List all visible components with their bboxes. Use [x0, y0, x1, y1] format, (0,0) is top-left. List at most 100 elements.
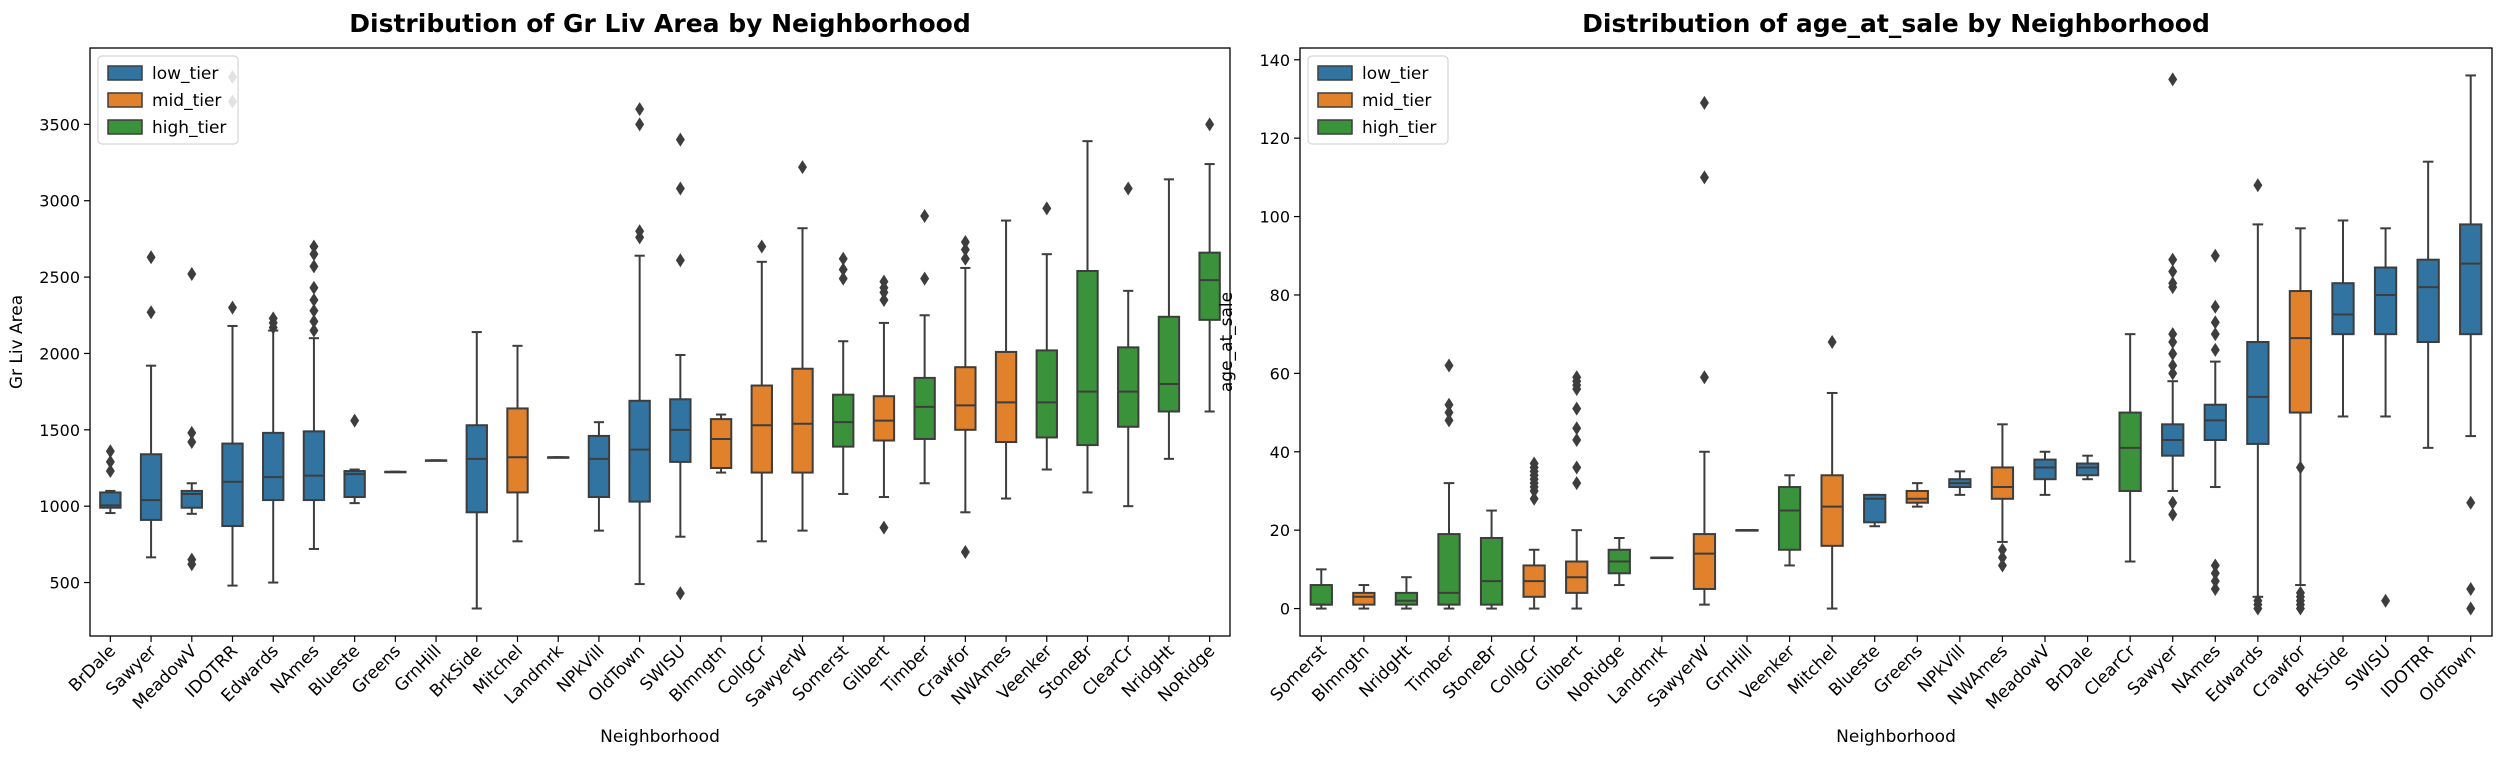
box-mitchel	[506, 344, 529, 543]
y-tick-label: 60	[1270, 364, 1290, 383]
legend-label-mid-tier: mid_tier	[152, 91, 221, 111]
box-body	[2246, 341, 2270, 445]
legend-swatch-mid-tier	[1317, 92, 1353, 108]
outlier-point	[1572, 460, 1582, 475]
outlier-point	[2295, 585, 2305, 600]
outlier-point	[960, 242, 970, 257]
outlier-point	[2210, 581, 2220, 596]
outlier-point	[960, 251, 970, 266]
box-body	[343, 470, 366, 499]
y-tick-label: 40	[1270, 443, 1290, 462]
box-body	[1198, 251, 1221, 321]
box-npkvill	[1948, 470, 1972, 496]
outlier-point	[309, 303, 319, 318]
legend-swatch-low-tier	[107, 65, 143, 81]
outlier-point	[1444, 397, 1454, 412]
box-body	[1692, 533, 1717, 590]
outlier-point	[879, 520, 889, 535]
outlier-point	[2210, 566, 2220, 581]
y-tick-label: 1000	[39, 497, 80, 516]
box-body	[221, 442, 244, 528]
outlier-point	[2381, 593, 2391, 608]
box-body	[262, 431, 285, 502]
box-noridge	[1607, 537, 1631, 587]
box-body	[302, 430, 326, 502]
box-gilbert	[1565, 370, 1589, 610]
outlier-point	[838, 251, 848, 266]
box-body	[1076, 269, 1099, 447]
box-sawyerw	[1692, 95, 1717, 606]
outlier-point	[309, 293, 319, 307]
box-somerst	[832, 251, 855, 495]
outlier-point	[635, 224, 645, 239]
box-body	[2203, 403, 2227, 441]
outlier-point	[187, 267, 197, 282]
y-tick-label: 140	[1259, 51, 1290, 70]
box-brdale	[99, 444, 122, 515]
box-body	[1479, 537, 1504, 606]
outlier-point	[2168, 366, 2178, 381]
outlier-point	[309, 314, 319, 329]
box-swisu	[2373, 227, 2398, 608]
outlier-point	[2210, 315, 2220, 330]
box-grnhill	[424, 459, 448, 462]
y-tick-label: 80	[1270, 286, 1290, 305]
box-body	[2459, 223, 2483, 336]
box-body	[994, 350, 1018, 444]
outlier-point	[1123, 181, 1133, 196]
outlier-point	[1529, 456, 1539, 471]
y-axis-label: Gr Liv Area	[7, 295, 27, 389]
outlier-point	[2168, 507, 2178, 522]
box-idotrr	[2416, 160, 2440, 449]
outlier-point	[2253, 178, 2263, 193]
outlier-point	[1444, 358, 1454, 373]
outlier-point	[1529, 491, 1539, 506]
plot-frame	[89, 47, 1231, 637]
box-body	[1905, 489, 1929, 504]
outlier-point	[838, 271, 848, 286]
outlier-point	[2295, 460, 2305, 475]
outlier-point	[2253, 593, 2263, 608]
box-somerst	[1309, 568, 1333, 610]
outlier-point	[1444, 405, 1454, 420]
box-oldtown	[628, 102, 651, 586]
box-collgcr	[1522, 456, 1546, 610]
box-nridght	[1394, 576, 1419, 610]
outlier-point	[228, 300, 237, 315]
legend-label-high-tier: high_tier	[152, 118, 226, 138]
box-landmrk	[547, 456, 570, 459]
y-tick-label: 120	[1259, 129, 1290, 148]
box-body	[2373, 266, 2398, 336]
outlier-point	[1699, 170, 1709, 185]
box-body	[2118, 411, 2142, 492]
outlier-point	[675, 181, 685, 196]
box-body	[139, 453, 163, 521]
y-tick-label: 1500	[39, 421, 80, 440]
outlier-point	[187, 435, 197, 450]
box-greens	[1905, 482, 1929, 508]
outlier-point	[2466, 601, 2476, 616]
box-veenker	[1777, 474, 1802, 567]
legend-label-high-tier: high_tier	[1362, 118, 1436, 138]
box-swisu	[669, 132, 692, 601]
outlier-point	[1444, 413, 1454, 428]
y-tick-label: 2500	[39, 268, 80, 287]
box-body	[1309, 584, 1333, 606]
y-tick-label: 100	[1259, 208, 1290, 227]
x-axis-label: Neighborhood	[1836, 727, 1956, 747]
box-body	[2033, 458, 2057, 481]
outlier-point	[350, 413, 360, 428]
outlier-point	[2210, 248, 2220, 263]
outlier-point	[675, 132, 685, 147]
outlier-point	[268, 311, 278, 326]
box-body	[791, 367, 814, 474]
legend-label-mid-tier: mid_tier	[1362, 91, 1431, 111]
box-mitchel	[1820, 335, 1844, 610]
legend-swatch-high-tier	[107, 119, 143, 135]
y-tick-label: 2000	[39, 344, 80, 363]
outlier-point	[2168, 327, 2178, 342]
box-greens	[384, 470, 407, 474]
outlier-point	[1699, 370, 1709, 385]
box-body	[832, 393, 855, 448]
